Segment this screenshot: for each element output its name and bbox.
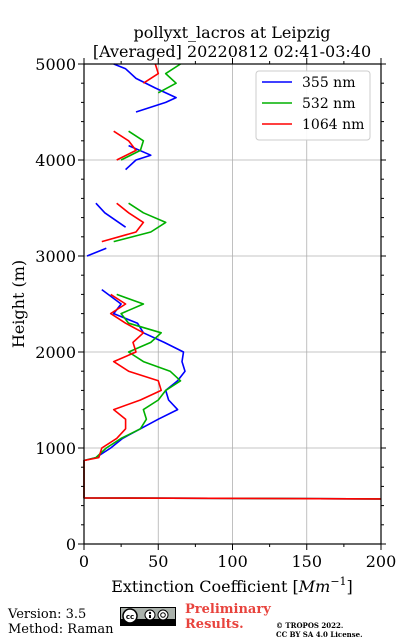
x-axis-label-main: Extinction Coefficient [ — [111, 577, 299, 596]
x-tick-label-3: 150 — [291, 552, 322, 571]
x-tick-label-1: 50 — [148, 552, 168, 571]
method-text: Method: Raman — [8, 622, 114, 637]
preliminary-line-2: Results. — [185, 617, 244, 632]
version-text: Version: 3.5 — [8, 607, 87, 622]
x-axis-label: Extinction Coefficient [Mm−1] — [111, 575, 353, 596]
x-axis-label-close: ] — [347, 577, 353, 596]
cc-license-logo: cc — [120, 607, 176, 626]
legend-label-0: 355 nm — [302, 75, 355, 91]
legend-label-2: 1064 nm — [302, 117, 364, 133]
svg-text:cc: cc — [126, 613, 134, 621]
x-tick-label-2: 100 — [217, 552, 248, 571]
chart-subtitle: [Averaged] 20220812 02:41-03:40 — [93, 42, 371, 61]
x-axis-label-exponent: −1 — [330, 575, 346, 588]
chart-title: pollyxt_lacros at Leipzig — [133, 23, 330, 42]
copyright-line-1: © TROPOS 2022. — [276, 621, 344, 630]
y-tick-label-0: 0 — [66, 535, 76, 554]
preliminary-results-note: Preliminary Results. — [185, 602, 271, 632]
y-axis-label: Height (m) — [9, 260, 28, 348]
legend-label-1: 532 nm — [302, 96, 355, 112]
y-tick-label-5: 5000 — [35, 55, 76, 74]
y-tick-label-1: 1000 — [35, 439, 76, 458]
x-tick-label-0: 0 — [79, 552, 89, 571]
y-tick-label-2: 2000 — [35, 343, 76, 362]
series-line-1 — [83, 63, 382, 500]
copyright-line-2: CC BY SA 4.0 License. — [276, 630, 363, 639]
x-tick-label-4: 200 — [366, 552, 397, 571]
cc-by-sa-icon: cc — [121, 608, 175, 625]
series-line-2 — [83, 63, 382, 500]
legend: 355 nm 532 nm 1064 nm — [255, 70, 371, 141]
copyright-note: © TROPOS 2022. CC BY SA 4.0 License. — [276, 621, 363, 639]
preliminary-line-1: Preliminary — [185, 602, 271, 617]
x-axis-label-unit: Mm — [298, 577, 331, 596]
series-group — [83, 63, 382, 500]
y-tick-label-4: 4000 — [35, 151, 76, 170]
y-tick-label-3: 3000 — [35, 247, 76, 266]
legend-box — [255, 70, 371, 141]
